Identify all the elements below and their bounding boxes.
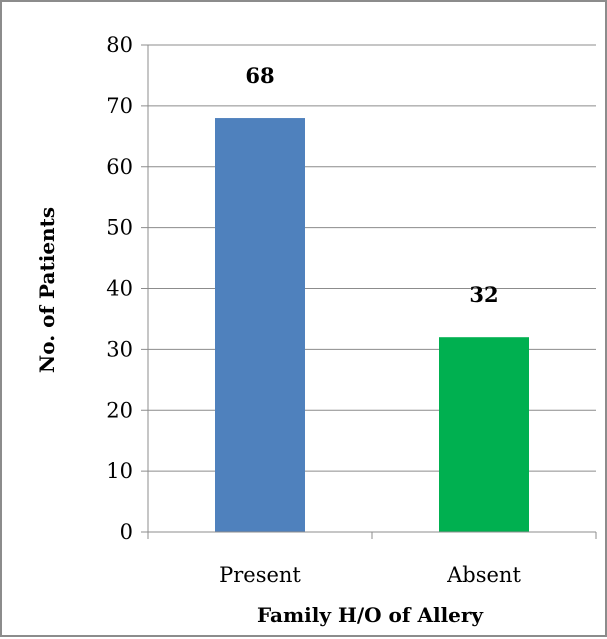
y-tick-label: 40 <box>106 277 133 301</box>
y-tick-label: 10 <box>106 459 133 483</box>
y-tick-label: 80 <box>106 33 133 57</box>
bars <box>215 118 529 533</box>
y-axis-title: No. of Patients <box>35 207 59 373</box>
axes <box>141 44 597 539</box>
y-tick-label: 70 <box>106 94 133 118</box>
y-tick-label: 60 <box>106 155 133 179</box>
labels: 0 10 20 30 40 50 60 70 80 68 Present 32 Absent <box>106 33 521 587</box>
y-tick-label: 20 <box>106 398 133 422</box>
y-tick-label: 0 <box>120 520 133 544</box>
y-tick-label: 30 <box>106 337 133 361</box>
x-tick-label: Absent <box>446 563 521 587</box>
x-axis-title: Family H/O of Allery <box>257 603 484 627</box>
x-tick-label: Present <box>219 563 301 587</box>
data-label: 68 <box>245 63 274 88</box>
data-label: 32 <box>469 282 498 307</box>
bar-absent <box>439 337 529 532</box>
y-tick-label: 50 <box>106 216 133 240</box>
bar-present <box>215 118 305 533</box>
